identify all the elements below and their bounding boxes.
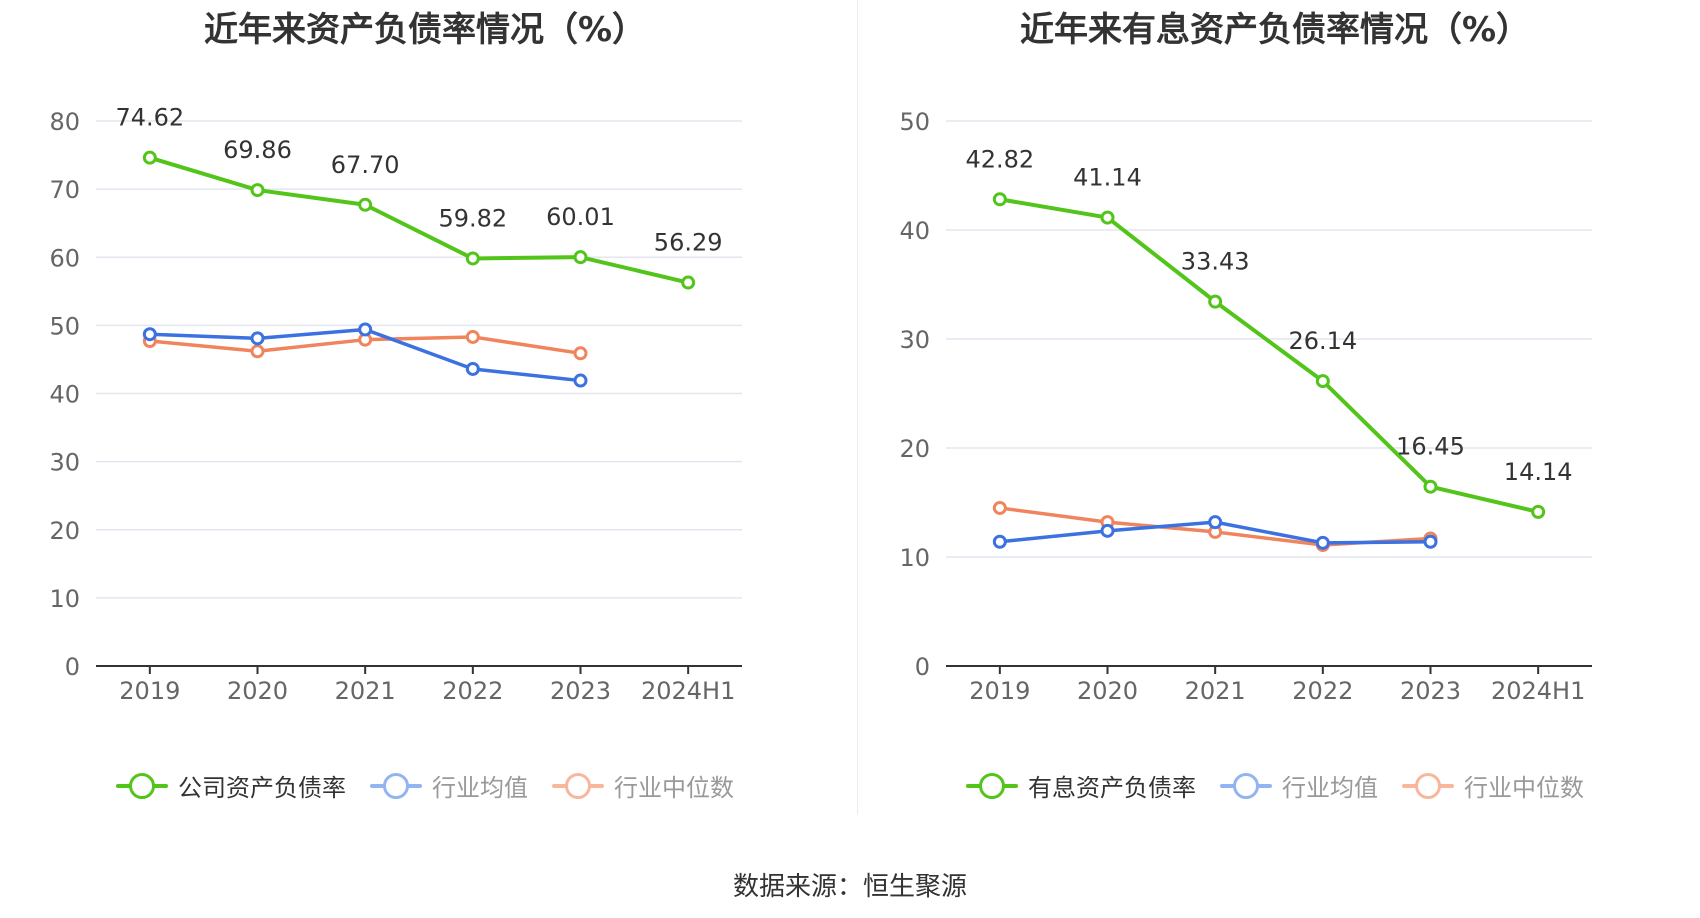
legend-marker-icon: [1220, 772, 1272, 799]
chart-panel-interest-debt-ratio: 近年来有息资产负债率情况（%） 0 10 20 30 40 50 2019 2020 2021 2…: [850, 0, 1700, 820]
series-line-公司资产负债率: [149, 155, 689, 285]
chart-panel-debt-ratio: 近年来资产负债率情况（%） 0 10 20 30 40 50 60 70 80 2019 2020 2…: [0, 0, 850, 820]
chart-legend: 公司资产负债率 行业均值 行业中位数: [0, 768, 850, 803]
data-point: [1100, 210, 1115, 225]
line-chart-debt-ratio: 0 10 20 30 40 50 60 70 80 2019 2020 2021 2022 2023 202…: [49, 104, 742, 705]
y-tick-label: 40: [49, 381, 80, 409]
y-tick-label: 20: [899, 435, 930, 463]
y-tick-label: 40: [899, 217, 930, 245]
legend-label: 行业均值: [1282, 774, 1378, 802]
line-chart-interest-debt-ratio: 0 10 20 30 40 50 2019 2020 2021 2022 2023 2024H1 42.…: [899, 108, 1592, 705]
chart-title: 近年来资产负债率情况（%）: [203, 10, 647, 50]
y-tick-label: 50: [899, 108, 930, 136]
data-point: [358, 322, 373, 337]
data-point: [250, 344, 265, 359]
y-tick-label: 80: [49, 108, 80, 136]
data-point: [573, 250, 588, 265]
data-point: [1208, 294, 1223, 309]
data-label: 56.29: [654, 229, 723, 257]
data-point: [573, 373, 588, 388]
legend-item-industry-avg[interactable]: 行业均值: [370, 768, 528, 803]
data-point: [992, 534, 1007, 549]
data-point: [1208, 515, 1223, 530]
legend-label: 行业中位数: [1464, 774, 1584, 802]
x-tick-label: 2020: [227, 677, 288, 705]
legend-marker-icon: [966, 772, 1018, 799]
data-point: [1315, 535, 1330, 550]
data-label: 69.86: [223, 136, 292, 164]
data-point: [465, 251, 480, 266]
legend-marker-icon: [552, 772, 604, 799]
x-tick-label: 2021: [335, 677, 396, 705]
data-label: 41.14: [1073, 164, 1142, 192]
legend-item-company[interactable]: 公司资产负债率: [116, 768, 346, 803]
data-label: 59.82: [438, 204, 507, 232]
data-point: [573, 346, 588, 361]
data-label: 26.14: [1288, 327, 1357, 355]
legend-label: 公司资产负债率: [178, 774, 346, 802]
data-source-note: 数据来源：恒生聚源: [732, 872, 967, 902]
x-tick-label: 2021: [1185, 677, 1246, 705]
legend-label: 行业中位数: [614, 774, 734, 802]
data-point: [142, 150, 157, 165]
x-tick-label: 2019: [119, 677, 180, 705]
data-point: [250, 183, 265, 198]
x-tick-label: 2022: [442, 677, 503, 705]
y-tick-label: 0: [915, 653, 930, 681]
y-tick-label: 10: [899, 544, 930, 572]
data-point: [1100, 523, 1115, 538]
data-point: [1531, 504, 1546, 519]
data-label: 42.82: [965, 145, 1034, 173]
data-label: 33.43: [1181, 248, 1250, 276]
legend-item-company[interactable]: 有息资产负债率: [966, 768, 1196, 803]
y-tick-label: 30: [899, 326, 930, 354]
data-label: 16.45: [1396, 433, 1465, 461]
y-tick-label: 20: [49, 517, 80, 545]
data-point: [250, 331, 265, 346]
x-tick-label: 2019: [969, 677, 1030, 705]
data-label: 67.70: [331, 151, 400, 179]
data-point: [465, 329, 480, 344]
legend-item-industry-avg[interactable]: 行业均值: [1220, 768, 1378, 803]
y-tick-label: 10: [49, 585, 80, 613]
x-tick-label: 2024H1: [1491, 677, 1585, 705]
chart-title: 近年来有息资产负债率情况（%）: [1019, 10, 1531, 50]
y-tick-label: 60: [49, 244, 80, 272]
legend-item-industry-median[interactable]: 行业中位数: [1402, 768, 1584, 803]
data-point: [681, 275, 696, 290]
x-tick-label: 2022: [1292, 677, 1353, 705]
data-point: [142, 327, 157, 342]
x-tick-label: 2024H1: [641, 677, 735, 705]
data-label: 14.14: [1504, 458, 1573, 486]
data-point: [1423, 534, 1438, 549]
data-label: 74.62: [115, 104, 184, 132]
y-tick-label: 70: [49, 176, 80, 204]
data-point: [992, 500, 1007, 515]
legend-marker-icon: [370, 772, 422, 799]
legend-label: 行业均值: [432, 774, 528, 802]
y-tick-label: 50: [49, 312, 80, 340]
series-line-有息资产负债率: [999, 197, 1539, 514]
legend-marker-icon: [116, 772, 168, 799]
data-point: [1423, 479, 1438, 494]
x-tick-label: 2020: [1077, 677, 1138, 705]
y-tick-label: 30: [49, 449, 80, 477]
data-point: [465, 361, 480, 376]
legend-label: 有息资产负债率: [1028, 774, 1196, 802]
data-point: [1315, 374, 1330, 389]
legend-marker-icon: [1402, 772, 1454, 799]
panel-divider: [857, 0, 858, 815]
x-tick-label: 2023: [550, 677, 611, 705]
x-tick-label: 2023: [1400, 677, 1461, 705]
chart-legend: 有息资产负债率 行业均值 行业中位数: [850, 768, 1700, 803]
data-label: 60.01: [546, 203, 615, 231]
legend-item-industry-median[interactable]: 行业中位数: [552, 768, 734, 803]
data-point: [992, 192, 1007, 207]
y-tick-label: 0: [65, 653, 80, 681]
data-point: [358, 197, 373, 212]
